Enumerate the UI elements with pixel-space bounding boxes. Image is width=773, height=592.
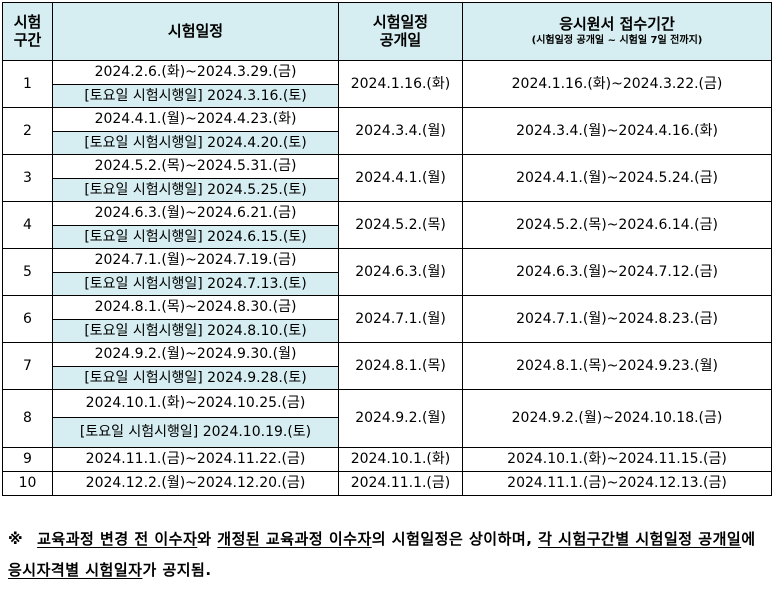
row-section-number: 8 [2,389,53,448]
row-section-number: 4 [2,201,53,249]
table-row-saturday: [토요일 시험시행일] 2024.6.15.(토) [3,225,772,249]
row-exam-period: 2024.9.2.(월)~2024.9.30.(월) [52,342,339,367]
row-exam-period: 2024.7.1.(월)~2024.7.19.(금) [52,248,339,273]
row-section-number: 10 [2,471,53,496]
row-application-period: 2024.11.1.(금)~2024.12.13.(금) [462,471,772,496]
row-application-period: 2024.1.16.(화)~2024.3.22.(금) [462,60,772,108]
table-row: 6 2024.8.1.(목)~2024.8.30.(금) 2024.7.1.(월) 2… [2,295,772,343]
note-text-2: 와 [197,530,218,548]
row-section-number: 6 [2,295,53,343]
header-application-period-subtitle: (시험일정 공개일 ~ 시험일 7일 전까지) [531,35,703,47]
row-exam-period: 2024.8.1.(목)~2024.8.30.(금) [52,295,339,320]
note-text-6: 에 [741,530,756,548]
row-application-period: 2024.9.2.(월)~2024.10.18.(금) [462,389,772,448]
table-row-saturday: [토요일 시험시행일] 2024.7.13.(토) [3,272,772,296]
header-exam-section: 시험 구간 [2,2,53,61]
table-row: 8 2024.10.1.(화)~2024.10.25.(금) 2024.9.2.(월… [2,389,772,448]
row-exam-period: 2024.10.1.(화)~2024.10.25.(금) [52,389,339,418]
schedule-table-body: 1 2024.2.6.(화)~2024.3.29.(금) 2024.1.16.(화)… [2,60,772,496]
note-underlined-prior-curriculum: 교육과정 변경 전 이수자 [37,530,198,548]
header-application-period: 응시원서 접수기간 (시험일정 공개일 ~ 시험일 7일 전까지) [462,2,772,61]
header-release-line2: 공개일 [379,30,422,49]
note-mark: ※ [8,530,24,548]
table-row: 2 2024.4.1.(월)~2024.4.23.(화) 2024.3.4.(월) 2… [2,107,772,155]
table-row: 1 2024.2.6.(화)~2024.3.29.(금) 2024.1.16.(화)… [2,60,772,108]
footnote: ※ 교육과정 변경 전 이수자와 개정된 교육과정 이수자의 시험일정은 상이하며… [8,524,768,586]
row-saturday-exam-date: [토요일 시험시행일] 2024.9.28.(토) [52,366,339,390]
row-release-date: 2024.6.3.(월) [338,248,463,296]
row-application-period: 2024.7.1.(월)~2024.8.23.(금) [462,295,772,343]
row-application-period: 2024.10.1.(화)~2024.11.15.(금) [462,447,772,472]
row-application-period: 2024.3.4.(월)~2024.4.16.(화) [462,107,772,155]
note-text-8: 가 공지됨. [142,561,212,579]
row-application-period: 2024.4.1.(월)~2024.5.24.(금) [462,154,772,202]
row-application-period: 2024.6.3.(월)~2024.7.12.(금) [462,248,772,296]
header-exam-section-line1: 시험 [13,13,42,32]
header-schedule-release-date: 시험일정 공개일 [338,2,463,61]
table-row: 4 2024.6.3.(월)~2024.6.21.(금) 2024.5.2.(목) 2… [2,201,772,249]
row-release-date: 2024.10.1.(화) [338,447,463,472]
row-saturday-exam-date: [토요일 시험시행일] 2024.8.10.(토) [52,319,339,343]
row-saturday-exam-date: [토요일 시험시행일] 2024.5.25.(토) [52,178,339,202]
table-row: 9 2024.11.1.(금)~2024.11.22.(금) 2024.10.1.(… [2,447,772,472]
row-exam-period: 2024.2.6.(화)~2024.3.29.(금) [52,60,339,85]
note-underlined-revised-curriculum: 개정된 교육과정 이수자 [217,530,372,548]
row-release-date: 2024.5.2.(목) [338,201,463,249]
row-release-date: 2024.4.1.(월) [338,154,463,202]
row-section-number: 5 [2,248,53,296]
note-underlined-release-date: 각 시험구간별 시험일정 공개일 [538,530,742,548]
row-exam-period: 2024.6.3.(월)~2024.6.21.(금) [52,201,339,226]
row-section-number: 1 [2,60,53,108]
row-saturday-exam-date: [토요일 시험시행일] 2024.6.15.(토) [52,225,339,249]
table-row-saturday: [토요일 시험시행일] 2024.5.25.(토) [3,178,772,202]
table-row: 3 2024.5.2.(목)~2024.5.31.(금) 2024.4.1.(월) 2… [2,154,772,202]
table-row-saturday: [토요일 시험시행일] 2024.9.28.(토) [3,366,772,390]
row-saturday-exam-date: [토요일 시험시행일] 2024.3.16.(토) [52,84,339,108]
row-exam-period: 2024.5.2.(목)~2024.5.31.(금) [52,154,339,179]
row-release-date: 2024.1.16.(화) [338,60,463,108]
row-section-number: 2 [2,107,53,155]
row-release-date: 2024.9.2.(월) [338,389,463,448]
row-exam-period: 2024.4.1.(월)~2024.4.23.(화) [52,107,339,132]
row-exam-period: 2024.12.2.(월)~2024.12.20.(금) [52,471,339,496]
table-row: 10 2024.12.2.(월)~2024.12.20.(금) 2024.11.1.… [2,471,772,496]
row-application-period: 2024.5.2.(목)~2024.6.14.(금) [462,201,772,249]
row-application-period: 2024.8.1.(목)~2024.9.23.(월) [462,342,772,390]
table-row-saturday: [토요일 시험시행일] 2024.10.19.(토) [3,417,772,448]
exam-schedule-table: 시험 구간 시험일정 시험일정 공개일 응시원서 접수기간 (시험일정 공개일 … [2,2,772,496]
row-release-date: 2024.8.1.(목) [338,342,463,390]
header-exam-schedule: 시험일정 [52,2,339,61]
row-release-date: 2024.3.4.(월) [338,107,463,155]
row-saturday-exam-date: [토요일 시험시행일] 2024.7.13.(토) [52,272,339,296]
table-header-row: 시험 구간 시험일정 시험일정 공개일 응시원서 접수기간 (시험일정 공개일 … [2,2,772,61]
note-text-4: 의 시험일정은 상이하며, [371,530,539,548]
row-saturday-exam-date: [토요일 시험시행일] 2024.10.19.(토) [52,417,339,448]
row-exam-period: 2024.11.1.(금)~2024.11.22.(금) [52,447,339,472]
table-row-saturday: [토요일 시험시행일] 2024.3.16.(토) [3,84,772,108]
table-row: 5 2024.7.1.(월)~2024.7.19.(금) 2024.6.3.(월) 2… [2,248,772,296]
header-exam-section-line2: 구간 [13,30,42,49]
row-section-number: 9 [2,447,53,472]
row-section-number: 7 [2,342,53,390]
header-release-line1: 시험일정 [372,13,429,32]
row-saturday-exam-date: [토요일 시험시행일] 2024.4.20.(토) [52,131,339,155]
row-section-number: 3 [2,154,53,202]
note-underlined-exam-date: 응시자격별 시험일자 [8,561,143,579]
row-release-date: 2024.11.1.(금) [338,471,463,496]
header-application-period-title: 응시원서 접수기간 [559,15,675,34]
row-release-date: 2024.7.1.(월) [338,295,463,343]
table-row: 7 2024.9.2.(월)~2024.9.30.(월) 2024.8.1.(목) 2… [2,342,772,390]
